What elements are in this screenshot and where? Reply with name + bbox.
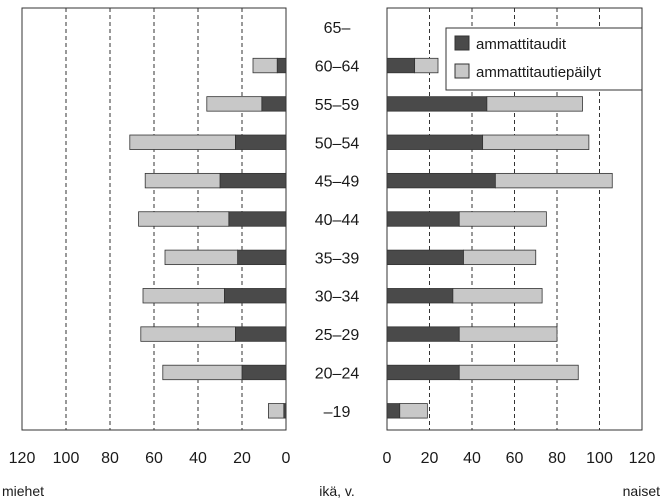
tick-label: 60 [145,450,163,467]
age-labels: 65– 60–64 55–59 50–54 45–49 40–44 35–39 30–34 25… [315,20,360,421]
tick-label: 40 [189,450,207,467]
bar-segment [458,326,558,342]
bar-segment [482,134,590,150]
legend-label-ammattitautiepailyt: ammattitautiepäilyt [476,64,602,81]
bar-segment [234,134,287,150]
tick-label: 60 [506,450,524,467]
category-axis-label: ikä, v. [319,483,355,499]
bar-segment [164,249,238,266]
legend-box [445,27,643,91]
bar-segment [386,364,460,381]
bar-segment [458,211,547,227]
tick-label: 20 [421,450,439,467]
bar-segment [129,134,236,150]
bar-segment [219,172,287,189]
bar-segment [386,249,464,266]
tick-label: 0 [282,450,291,467]
bar-segment [252,57,278,74]
category-label: –19 [324,404,351,421]
legend-swatch-ammattitautiepailyt [454,63,470,79]
legend-label-ammattitaudit: ammattitaudit [476,36,567,53]
bar-segment [386,57,416,74]
bar-segment [234,326,287,342]
bar-segment [267,403,285,419]
left-panel-label: miehet [2,483,44,499]
tick-label: 40 [463,450,481,467]
category-label: 25–29 [315,327,360,344]
bar-segment [140,326,236,342]
bar-segment [386,288,454,304]
bar-segment [486,96,583,112]
bar-segment [241,364,287,381]
bar-segment [386,172,496,189]
bar-segment [138,211,230,227]
category-label: 55–59 [315,97,360,114]
bar-segment [414,57,439,74]
bar-segment [452,288,543,304]
tick-label: 100 [586,450,613,467]
category-label: 45–49 [315,174,360,191]
bar-segment [463,249,537,266]
legend-swatch-ammattitaudit [454,35,470,51]
tick-label: 80 [548,450,566,467]
bar-segment [223,288,287,304]
bar-segment [144,172,221,189]
right-panel-label: naiset [623,483,660,499]
bar-segment [142,288,225,304]
bar-segment [494,172,613,189]
tick-label: 80 [101,450,119,467]
tick-label: 20 [233,450,251,467]
tick-label: 0 [383,450,392,467]
bar-segment [386,134,484,150]
bar-segment [458,364,579,381]
bar-segment [386,211,460,227]
category-label: 40–44 [315,212,360,229]
bar-segment [386,96,488,112]
bar-segment [237,249,287,266]
bar-segment [206,96,263,112]
tick-label: 120 [629,450,656,467]
bar-segment [228,211,287,227]
bar-segment [399,403,428,419]
bar-segment [386,403,401,419]
category-label: 30–34 [315,289,360,306]
tick-label: 100 [53,450,80,467]
category-label: 35–39 [315,250,360,267]
category-label: 60–64 [315,59,360,76]
legend: ammattitaudit ammattitautiepäilyt [445,27,643,91]
bar-segment [261,96,287,112]
bar-segment [162,364,243,381]
category-label: 20–24 [315,365,360,382]
category-label: 65– [324,20,351,37]
bar-segment [386,326,460,342]
category-label: 50–54 [315,135,360,152]
left-panel-men: 120 100 80 60 40 20 0 [9,7,291,467]
tick-label: 120 [9,450,36,467]
bar-segment [276,57,287,74]
